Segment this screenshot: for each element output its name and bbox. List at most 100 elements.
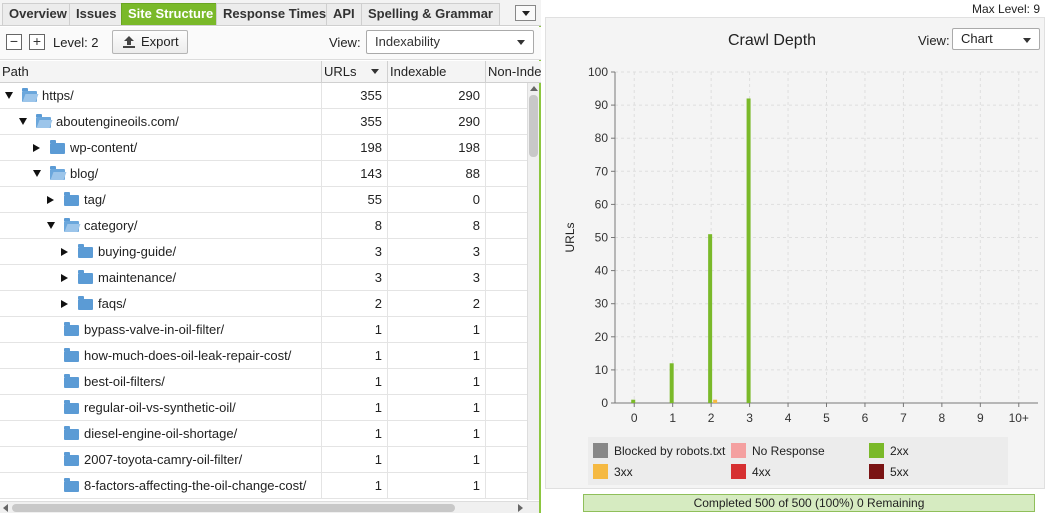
- chart-view-select-value: Chart: [961, 31, 993, 46]
- urls-cell: 1: [322, 317, 388, 343]
- scroll-right-icon[interactable]: [518, 504, 523, 512]
- table-row[interactable]: https/355 290: [0, 83, 527, 109]
- x-tick-label: 1: [669, 411, 676, 425]
- urls-cell: 1: [322, 395, 388, 421]
- indexable-cell: 1: [388, 447, 486, 473]
- column-header-non-indexable[interactable]: Non-Inde: [488, 64, 541, 79]
- non-indexable-cell: [486, 473, 527, 499]
- table-row[interactable]: wp-content/198 198: [0, 135, 527, 161]
- legend-swatch: [869, 443, 884, 458]
- folder-icon: [78, 244, 93, 258]
- table-row[interactable]: aboutengineoils.com/355 290: [0, 109, 527, 135]
- vertical-scrollbar[interactable]: [527, 83, 539, 500]
- legend-swatch: [869, 464, 884, 479]
- collapse-toggle-icon[interactable]: [5, 92, 13, 99]
- path-label: diesel-engine-oil-shortage/: [84, 426, 238, 441]
- y-tick-label: 60: [595, 197, 609, 211]
- x-tick-label: 5: [823, 411, 830, 425]
- non-indexable-cell: [486, 343, 527, 369]
- folder-icon: [50, 140, 65, 154]
- table-row[interactable]: bypass-valve-in-oil-filter/1 1: [0, 317, 527, 343]
- urls-cell: 1: [322, 421, 388, 447]
- legend-label: No Response: [752, 444, 825, 458]
- urls-cell: 55: [322, 187, 388, 213]
- table-row[interactable]: regular-oil-vs-synthetic-oil/1 1: [0, 395, 527, 421]
- indexable-cell: 1: [388, 343, 486, 369]
- table-row[interactable]: tag/55 0: [0, 187, 527, 213]
- table-row[interactable]: 8-factors-affecting-the-oil-change-cost/…: [0, 473, 527, 499]
- scroll-left-icon[interactable]: [3, 504, 8, 512]
- y-tick-label: 10: [595, 363, 609, 377]
- expand-toggle-icon[interactable]: [61, 300, 68, 308]
- tab-spelling-grammar[interactable]: Spelling & Grammar: [361, 3, 500, 25]
- folder-icon: [64, 452, 79, 466]
- bar-2xx: [708, 234, 713, 403]
- indexable-cell: 1: [388, 369, 486, 395]
- view-select[interactable]: Indexability: [366, 30, 534, 54]
- path-label: tag/: [84, 192, 106, 207]
- y-tick-label: 30: [595, 297, 609, 311]
- expand-all-button[interactable]: +: [29, 34, 45, 50]
- table-row[interactable]: best-oil-filters/1 1: [0, 369, 527, 395]
- urls-cell: 3: [322, 265, 388, 291]
- folder-icon: [64, 426, 79, 440]
- table-row[interactable]: blog/143 88: [0, 161, 527, 187]
- y-tick-label: 0: [601, 396, 608, 410]
- x-tick-label: 7: [900, 411, 907, 425]
- non-indexable-cell: [486, 447, 527, 473]
- urls-cell: 1: [322, 343, 388, 369]
- collapse-toggle-icon[interactable]: [19, 118, 27, 125]
- tab-site-structure[interactable]: Site Structure: [121, 3, 221, 25]
- path-cell: best-oil-filters/: [0, 369, 322, 395]
- non-indexable-cell: [486, 187, 527, 213]
- expand-toggle-icon[interactable]: [61, 248, 68, 256]
- urls-cell: 1: [322, 447, 388, 473]
- expand-toggle-icon[interactable]: [33, 144, 40, 152]
- column-header-path[interactable]: Path: [0, 61, 322, 82]
- plus-square-icon: +: [32, 33, 42, 49]
- indexable-cell: 3: [388, 265, 486, 291]
- chart-panel: 0 10 20 30 40 50 60 70 80 90 100 0 1 2 3 4 5 6 7 8 9 10+ URLs B…: [545, 17, 1045, 489]
- legend-label: Blocked by robots.txt: [614, 444, 726, 458]
- table-row[interactable]: faqs/2 2: [0, 291, 527, 317]
- expand-toggle-icon[interactable]: [61, 274, 68, 282]
- path-cell: https/: [0, 83, 322, 109]
- urls-cell: 355: [322, 83, 388, 109]
- tab-overview[interactable]: Overview: [2, 3, 74, 25]
- indexable-cell: 198: [388, 135, 486, 161]
- folder-open-icon: [64, 218, 79, 232]
- tab-issues[interactable]: Issues: [69, 3, 124, 25]
- path-label: maintenance/: [98, 270, 177, 285]
- column-header-urls[interactable]: URLs: [322, 61, 388, 82]
- collapse-toggle-icon[interactable]: [47, 222, 55, 229]
- chart-view-select[interactable]: Chart: [952, 28, 1040, 50]
- collapse-all-button[interactable]: −: [6, 34, 22, 50]
- indexable-cell: 1: [388, 473, 486, 499]
- table-header: Path URLs Indexable Non-Inde: [0, 61, 541, 83]
- folder-icon: [64, 192, 79, 206]
- tab-overflow-menu-button[interactable]: [515, 5, 536, 21]
- expand-toggle-icon[interactable]: [47, 196, 54, 204]
- export-button[interactable]: Export: [112, 30, 188, 54]
- folder-icon: [78, 270, 93, 284]
- scrollbar-thumb[interactable]: [12, 504, 455, 512]
- path-label: 8-factors-affecting-the-oil-change-cost/: [84, 478, 307, 493]
- y-tick-label: 80: [595, 131, 609, 145]
- column-header-indexable[interactable]: Indexable: [388, 61, 486, 82]
- collapse-toggle-icon[interactable]: [33, 170, 41, 177]
- folder-open-icon: [50, 166, 65, 180]
- minus-square-icon: −: [9, 33, 19, 49]
- tab-response-times[interactable]: Response Times: [216, 3, 334, 25]
- table-row[interactable]: diesel-engine-oil-shortage/1 1: [0, 421, 527, 447]
- table-row[interactable]: buying-guide/3 3: [0, 239, 527, 265]
- table-row[interactable]: category/8 8: [0, 213, 527, 239]
- legend-swatch: [593, 464, 608, 479]
- path-cell: aboutengineoils.com/: [0, 109, 322, 135]
- table-row[interactable]: 2007-toyota-camry-oil-filter/1 1: [0, 447, 527, 473]
- tab-api[interactable]: API: [326, 3, 362, 25]
- scrollbar-thumb[interactable]: [529, 95, 538, 157]
- horizontal-scrollbar[interactable]: [0, 501, 539, 513]
- table-row[interactable]: how-much-does-oil-leak-repair-cost/1 1: [0, 343, 527, 369]
- scroll-up-icon[interactable]: [530, 86, 538, 91]
- table-row[interactable]: maintenance/3 3: [0, 265, 527, 291]
